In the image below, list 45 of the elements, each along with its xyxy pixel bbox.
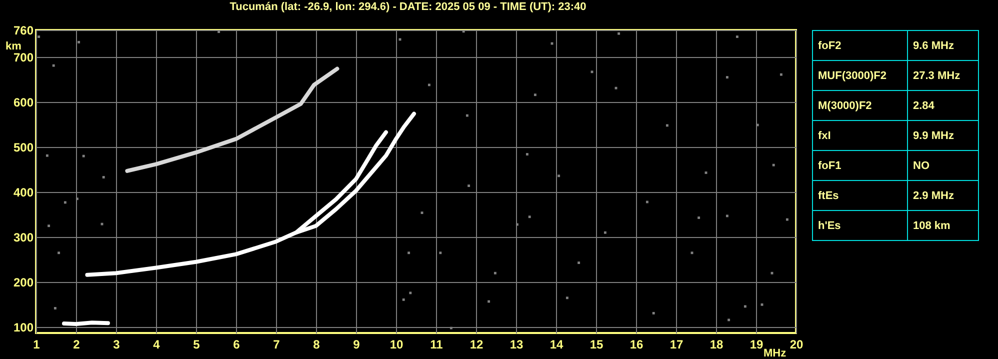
- y-tick-label: 400: [13, 186, 34, 200]
- text: 9.6 MHz: [908, 30, 978, 60]
- x-tick-label: 2: [73, 338, 80, 352]
- x-tick-label: 14: [550, 338, 564, 352]
- y-tick-label: 100: [13, 320, 34, 335]
- x-tick-label: 16: [630, 338, 644, 352]
- x-tick-label: 19: [750, 338, 764, 352]
- text: 108 km: [908, 210, 978, 240]
- x-tick-label: 3: [113, 338, 120, 352]
- y-tick-label: 600: [13, 96, 34, 110]
- x-tick-label: 12: [470, 338, 484, 352]
- text: NO: [908, 150, 978, 180]
- text: foF1: [812, 150, 908, 180]
- x-tick-label: 8: [313, 338, 320, 352]
- y-tick-label: 300: [13, 230, 34, 245]
- x-tick-label: 5: [193, 338, 200, 352]
- y-tick-label: 760: [13, 24, 34, 38]
- x-tick-label: 6: [233, 338, 240, 352]
- text: 2.9 MHz: [908, 180, 978, 210]
- y-tick-label: 700: [13, 50, 34, 65]
- x-tick-label: 20: [790, 338, 804, 352]
- x-tick-label: 4: [153, 338, 160, 352]
- text: foF2: [812, 30, 908, 60]
- text: M(3000)F2: [812, 90, 908, 120]
- x-tick-label: 13: [510, 338, 524, 352]
- x-tick-label: 17: [670, 338, 684, 352]
- x-tick-label: 9: [353, 338, 360, 352]
- x-tick-label: 18: [710, 338, 724, 352]
- text: 9.9 MHz: [908, 120, 978, 150]
- text: 2.84: [908, 90, 978, 120]
- x-tick-label: 11: [430, 338, 444, 352]
- chart-title: Tucumán (lat: -26.9, lon: 294.6) - DATE: 2025 05 09 - TIME (UT): 23:40: [230, 1, 586, 13]
- x-axis-title: MHz: [764, 348, 787, 359]
- x-tick-label: 1: [33, 338, 40, 352]
- x-tick-label: 10: [390, 338, 404, 352]
- y-axis-title: km: [6, 40, 22, 52]
- text: 27.3 MHz: [908, 60, 978, 90]
- y-tick-label: 200: [13, 276, 34, 290]
- x-tick-label: 7: [273, 338, 280, 352]
- text: h'Es: [812, 210, 908, 240]
- y-tick-label: 500: [13, 140, 34, 155]
- text: ftEs: [812, 180, 908, 210]
- text: fxI: [812, 120, 908, 150]
- x-tick-label: 15: [590, 338, 604, 352]
- text: MUF(3000)F2: [812, 60, 908, 90]
